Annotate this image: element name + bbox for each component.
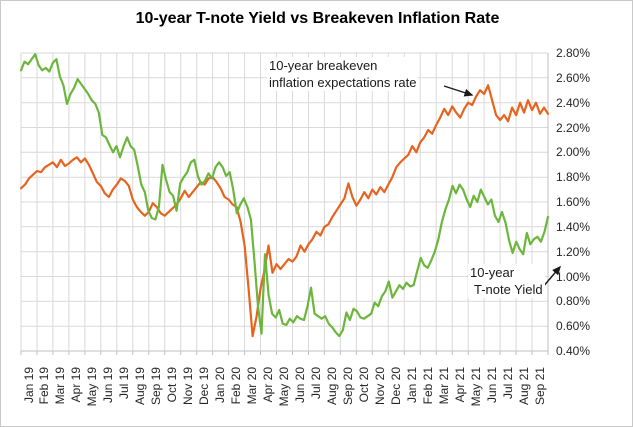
- x-axis-label: Oct 19: [165, 367, 180, 403]
- annotation-tnote-line2: T-note Yield: [474, 282, 543, 297]
- x-axis-label: Aug 19: [133, 367, 148, 406]
- x-axis-label: Apr 21: [452, 367, 467, 403]
- x-axis-label: May 21: [468, 367, 483, 407]
- x-axis-label: Sep 20: [340, 367, 355, 406]
- y-axis-label: 2.20%: [556, 120, 591, 135]
- annotation-tnote-line1: 10-year: [470, 265, 515, 280]
- x-axis-label: Aug 21: [516, 367, 531, 406]
- x-axis-label: Feb 20: [229, 367, 244, 405]
- x-axis-label: Jul 21: [500, 367, 515, 400]
- x-axis-label: Jun 20: [292, 367, 307, 404]
- chart-title: 10-year T-note Yield vs Breakeven Inflat…: [135, 10, 500, 27]
- x-axis-label: Apr 20: [261, 367, 276, 403]
- x-axis-label: Dec 20: [388, 367, 403, 406]
- x-axis-label: Nov 19: [181, 367, 196, 406]
- y-axis-label: 0.40%: [556, 344, 591, 358]
- x-axis-label: Jan 19: [21, 367, 36, 404]
- breakeven-arrow: [443, 85, 474, 97]
- y-axis-label: 2.40%: [556, 95, 591, 110]
- y-axis-label: 1.00%: [556, 269, 591, 284]
- x-axis-label: May 20: [277, 367, 291, 407]
- x-axis-label: Jul 19: [117, 367, 132, 400]
- x-axis-label: May 19: [85, 367, 100, 407]
- x-axis-label: Jan 21: [404, 367, 419, 404]
- x-axis-label: Jun 21: [484, 367, 499, 404]
- x-axis-label: Feb 21: [420, 367, 435, 405]
- x-axis-label: Mar 19: [53, 367, 68, 405]
- x-axis-label: Dec 19: [197, 367, 212, 406]
- y-axis-label: 1.60%: [556, 195, 591, 209]
- y-axis-label: 1.80%: [556, 170, 591, 185]
- annotation-breakeven-line1: 10-year breakeven: [269, 58, 378, 73]
- annotation-breakeven: 10-year breakeven inflation expectations…: [267, 57, 419, 91]
- x-axis-label: Mar 21: [436, 367, 451, 405]
- x-axis-label: Aug 20: [324, 367, 339, 406]
- y-axis-label: 1.20%: [556, 244, 591, 259]
- annotation-breakeven-line2: inflation expectations rate: [269, 75, 417, 90]
- y-axis-label: 1.40%: [556, 219, 591, 234]
- x-axis-label: Nov 20: [372, 367, 387, 406]
- x-axis-label: Mar 20: [245, 367, 260, 405]
- y-axis-label: 2.00%: [556, 145, 591, 160]
- x-axis-label: Jan 20: [213, 367, 228, 404]
- series-line-breakeven: [19, 84, 550, 338]
- series-line-tnote: [19, 53, 550, 338]
- x-axis-label: Jul 20: [308, 367, 323, 400]
- x-axis-label: Feb 19: [37, 367, 52, 405]
- annotation-tnote: 10-year T-note Yield: [468, 264, 545, 298]
- x-axis-label: Sep 19: [149, 367, 164, 406]
- y-axis-label: 0.80%: [556, 294, 591, 309]
- x-axis-label: Apr 19: [69, 367, 84, 403]
- x-axis-label: Oct 20: [356, 367, 371, 403]
- tnote-arrow: [541, 265, 561, 289]
- x-axis-label: Jun 19: [101, 367, 116, 404]
- y-axis-label: 2.60%: [556, 70, 591, 85]
- y-axis-label: 2.80%: [556, 46, 591, 60]
- y-axis-label: 0.60%: [556, 319, 591, 334]
- x-axis-label: Sep 21: [532, 367, 547, 406]
